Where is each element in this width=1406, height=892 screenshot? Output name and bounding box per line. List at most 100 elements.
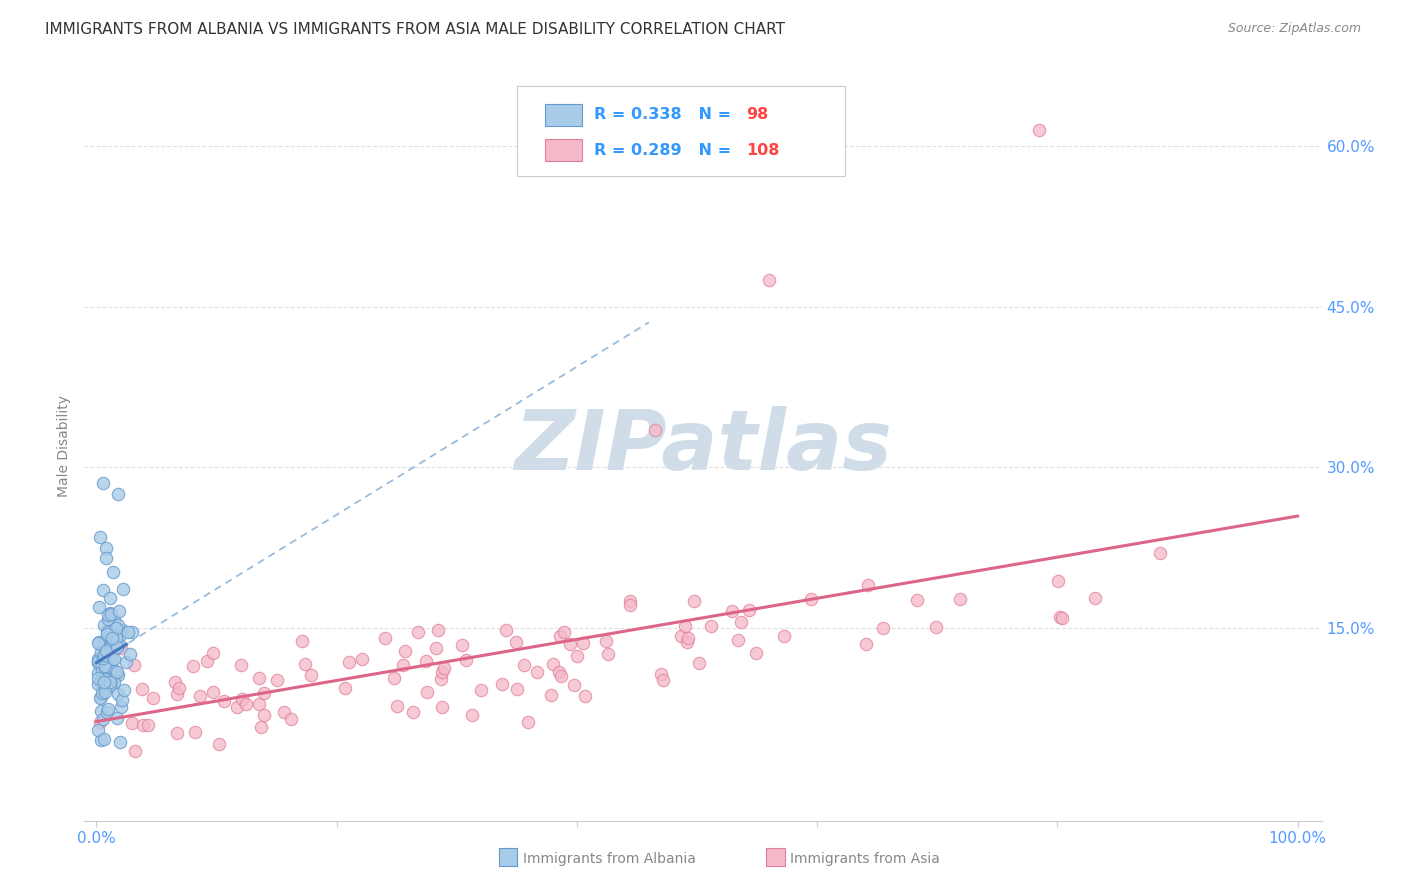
Point: [96, 641, 118, 656]
Point: [86, 636, 108, 650]
Point: [107, 668, 129, 682]
Point: [738, 603, 761, 617]
Point: [93, 617, 115, 632]
Point: [91, 679, 114, 693]
Point: [470, 683, 492, 698]
Point: [93, 674, 115, 689]
Point: [89, 645, 111, 659]
Point: [299, 668, 322, 682]
Point: [688, 656, 710, 670]
Point: [430, 665, 453, 680]
Point: [402, 705, 425, 719]
Point: [121, 624, 143, 639]
Point: [427, 623, 450, 637]
Point: [110, 699, 132, 714]
Point: [105, 711, 128, 725]
Point: [97, 607, 120, 622]
Point: [105, 631, 128, 645]
Text: 98: 98: [747, 107, 769, 122]
Point: [100, 607, 122, 621]
Point: [94, 658, 117, 673]
Point: [619, 598, 641, 612]
Point: [110, 692, 132, 706]
Point: [89, 691, 111, 706]
Point: [872, 621, 894, 635]
Point: [97, 660, 120, 674]
Point: [94, 685, 117, 699]
Point: [415, 654, 437, 668]
Point: [96, 633, 118, 648]
Point: [745, 646, 768, 660]
Point: [93, 635, 115, 649]
Point: [111, 582, 134, 597]
Point: [526, 665, 548, 679]
Point: [108, 605, 131, 619]
Point: [925, 620, 948, 634]
Point: [101, 632, 124, 646]
Point: [97, 667, 120, 681]
Point: [115, 655, 138, 669]
Point: [91, 686, 114, 700]
Point: [676, 635, 699, 649]
Point: [91, 663, 114, 677]
Point: [89, 530, 111, 544]
Point: [905, 592, 928, 607]
Point: [337, 655, 360, 669]
Point: [96, 648, 118, 663]
Point: [97, 639, 120, 653]
Point: [291, 633, 314, 648]
Point: [105, 640, 128, 655]
Point: [90, 704, 112, 718]
Point: [676, 631, 699, 645]
Point: [598, 647, 620, 661]
Point: [1028, 123, 1050, 137]
Point: [91, 671, 114, 685]
Point: [352, 652, 374, 666]
Point: [107, 617, 129, 632]
Point: [96, 680, 118, 694]
Point: [94, 656, 117, 670]
Point: [96, 627, 118, 641]
Text: R = 0.289   N =: R = 0.289 N =: [595, 143, 737, 158]
Point: [247, 671, 270, 685]
Point: [387, 699, 409, 714]
Point: [644, 423, 666, 437]
Point: [86, 665, 108, 680]
Point: [93, 731, 115, 746]
Point: [1050, 610, 1073, 624]
Point: [562, 677, 585, 691]
Point: [253, 707, 276, 722]
Point: [110, 735, 132, 749]
Point: [208, 737, 231, 751]
Point: [118, 647, 141, 661]
Text: 108: 108: [747, 143, 780, 158]
Point: [406, 624, 429, 639]
Point: [94, 644, 117, 658]
Point: [1046, 574, 1069, 589]
Point: [98, 672, 121, 686]
Point: [93, 648, 115, 662]
Point: [91, 583, 114, 598]
FancyBboxPatch shape: [544, 139, 582, 161]
Point: [553, 624, 575, 639]
Point: [855, 637, 877, 651]
Point: [124, 657, 146, 672]
Point: [87, 600, 110, 615]
Point: [104, 621, 127, 635]
Text: Source: ZipAtlas.com: Source: ZipAtlas.com: [1227, 22, 1361, 36]
Point: [416, 685, 439, 699]
Point: [94, 661, 117, 675]
Point: [333, 681, 356, 695]
Point: [90, 690, 112, 704]
Point: [93, 682, 115, 697]
Point: [541, 657, 564, 672]
Point: [516, 715, 538, 730]
Point: [650, 667, 672, 681]
Point: [90, 733, 112, 747]
Point: [949, 592, 972, 607]
Point: [1084, 591, 1107, 605]
Point: [97, 702, 120, 716]
Point: [166, 687, 188, 701]
Point: [101, 652, 124, 666]
Point: [225, 700, 247, 714]
